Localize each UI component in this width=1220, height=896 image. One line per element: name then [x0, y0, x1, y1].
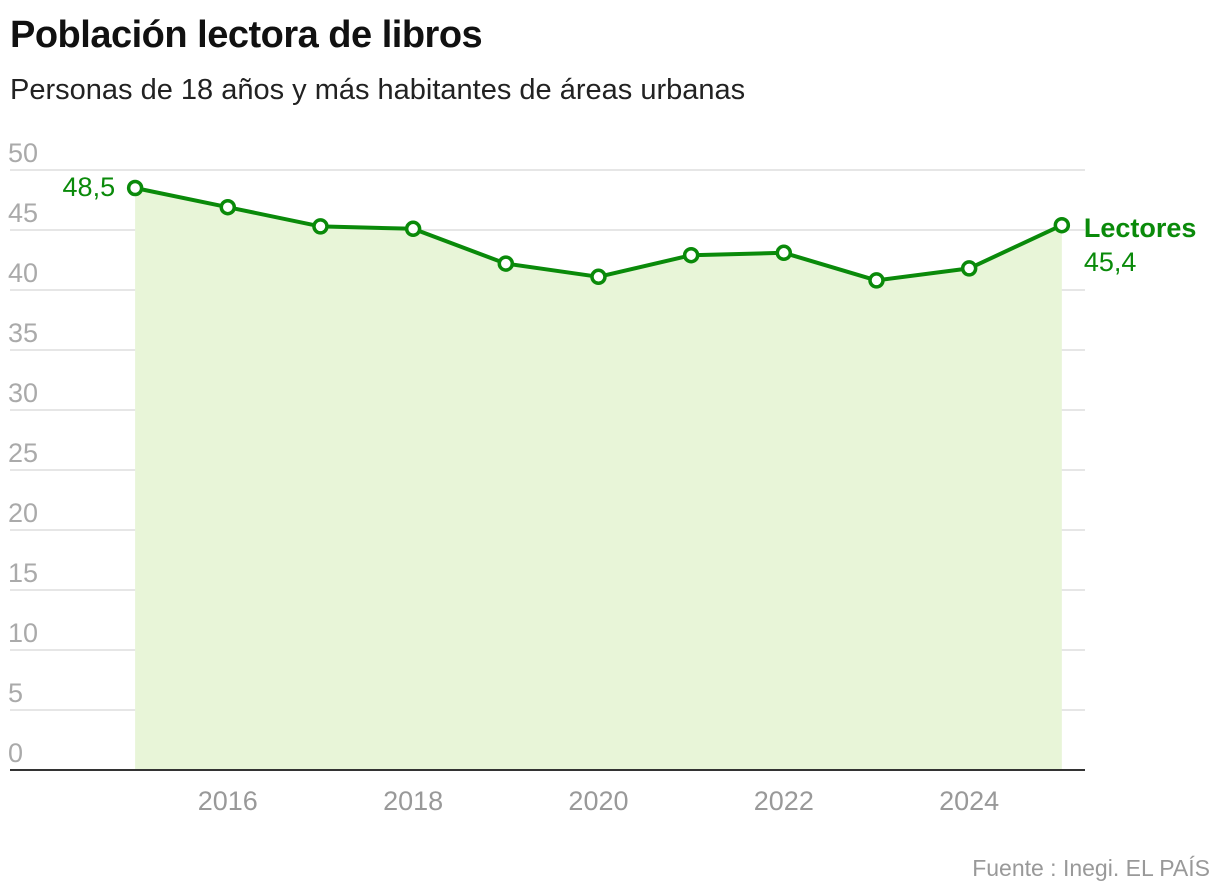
data-label-first: 48,5 — [63, 172, 116, 202]
x-tick-label-2016: 2016 — [198, 786, 258, 816]
data-point-2022 — [775, 244, 793, 262]
data-point-2016 — [219, 198, 237, 216]
data-point-2025 — [1053, 216, 1071, 234]
y-tick-label-45: 45 — [8, 198, 38, 228]
data-point-2023 — [868, 272, 885, 289]
axis-layer: 2016 2018 2020 2022 2024 — [10, 769, 1085, 816]
y-tick-label-15: 15 — [8, 558, 38, 588]
y-tick-label-5: 5 — [8, 678, 23, 708]
y-tick-label-30: 30 — [8, 378, 38, 408]
y-tick-label-40: 40 — [8, 258, 38, 288]
y-tick-label-20: 20 — [8, 498, 38, 528]
data-point-2017 — [312, 218, 329, 235]
chart-title: Población lectora de libros — [10, 14, 483, 56]
data-point-2015 — [126, 179, 144, 197]
data-point-2020 — [590, 268, 607, 286]
x-tick-label-2018: 2018 — [383, 786, 443, 816]
y-tick-label-35: 35 — [8, 318, 38, 348]
data-point-2021 — [682, 246, 700, 264]
chart-subtitle: Personas de 18 años y más habitantes de … — [10, 74, 746, 106]
series-label-lectores: Lectores — [1084, 213, 1197, 243]
label-layer: 48,5 Lectores 45,4 — [63, 172, 1197, 277]
data-label-last: 45,4 — [1084, 247, 1137, 277]
area-layer — [135, 188, 1062, 770]
data-point-2024 — [960, 260, 978, 277]
y-tick-label-25: 25 — [8, 438, 38, 468]
y-tick-label-50: 50 — [8, 138, 38, 168]
series-area-fill — [135, 188, 1062, 770]
y-tick-label-0: 0 — [8, 738, 23, 768]
x-tick-label-2022: 2022 — [754, 786, 814, 816]
source-note: Fuente : Inegi. EL PAÍS — [972, 855, 1210, 881]
y-tick-label-10: 10 — [8, 618, 38, 648]
x-tick-label-2020: 2020 — [568, 786, 628, 816]
data-point-2019 — [497, 255, 515, 272]
x-tick-label-2024: 2024 — [939, 786, 999, 816]
point-layer — [126, 179, 1071, 289]
data-point-2018 — [404, 220, 422, 238]
